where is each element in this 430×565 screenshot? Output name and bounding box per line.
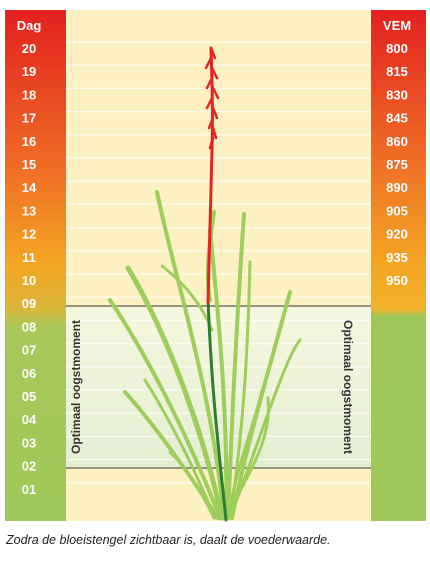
vem-label: 815 (386, 64, 408, 79)
optimal-harvest-label-left: Optimaal oogstmoment (69, 320, 83, 454)
vem-label: 950 (386, 273, 408, 288)
left-day-labels: 20 19 18 17 16 15 14 13 12 11 10 09 08 07 06 05 04 03 02 01 (22, 41, 37, 497)
vem-label: 935 (386, 250, 408, 265)
vem-label: 800 (386, 41, 408, 56)
grass-stem-green (206, 298, 228, 522)
vem-label: 890 (386, 180, 408, 195)
day-label: 07 (22, 343, 36, 358)
day-label: 17 (22, 111, 36, 126)
grid-lines (66, 41, 371, 484)
day-label: 20 (22, 41, 36, 56)
day-label: 10 (22, 273, 36, 288)
caption: Zodra de bloeistengel zichtbaar is, daal… (6, 533, 331, 547)
day-label: 06 (22, 366, 36, 381)
day-label: 03 (22, 435, 36, 450)
day-label: 12 (22, 227, 36, 242)
grass-leaf (190, 406, 222, 520)
day-label: 19 (22, 64, 36, 79)
right-scale-bar (371, 10, 426, 521)
grass-leaf (108, 298, 222, 520)
day-label: 01 (22, 482, 36, 497)
grass-leaf (168, 450, 216, 520)
day-label: 15 (22, 157, 36, 172)
right-scale-header: VEM (383, 18, 411, 33)
vem-label: 830 (386, 87, 408, 102)
flower-spike (204, 46, 220, 150)
vem-label: 860 (386, 134, 408, 149)
vem-label: 905 (386, 203, 408, 218)
grass-leaf (226, 212, 246, 520)
day-label: 04 (22, 412, 37, 427)
day-label: 16 (22, 134, 36, 149)
day-label: 08 (22, 319, 36, 334)
optimal-harvest-label-right: Optimaal oogstmoment (341, 320, 355, 454)
day-label: 02 (22, 459, 36, 474)
day-label: 09 (22, 296, 36, 311)
vem-label: 845 (386, 111, 408, 126)
grass-leaf (226, 388, 264, 520)
left-scale-header: Dag (17, 18, 42, 33)
vem-label: 920 (386, 227, 408, 242)
grass-leaf (224, 396, 270, 520)
day-label: 14 (22, 180, 37, 195)
day-label: 11 (22, 250, 36, 265)
day-label: 05 (22, 389, 36, 404)
day-label: 18 (22, 87, 36, 102)
grass-plant-illustration (108, 46, 302, 522)
left-scale-bar (5, 10, 66, 521)
vem-label: 875 (386, 157, 408, 172)
day-label: 13 (22, 203, 36, 218)
grass-leaf (208, 228, 229, 520)
grass-leaf (155, 190, 226, 520)
right-vem-labels: 800 815 830 845 860 875 890 905 920 935 950 (386, 41, 408, 288)
grass-leaf (143, 378, 217, 520)
